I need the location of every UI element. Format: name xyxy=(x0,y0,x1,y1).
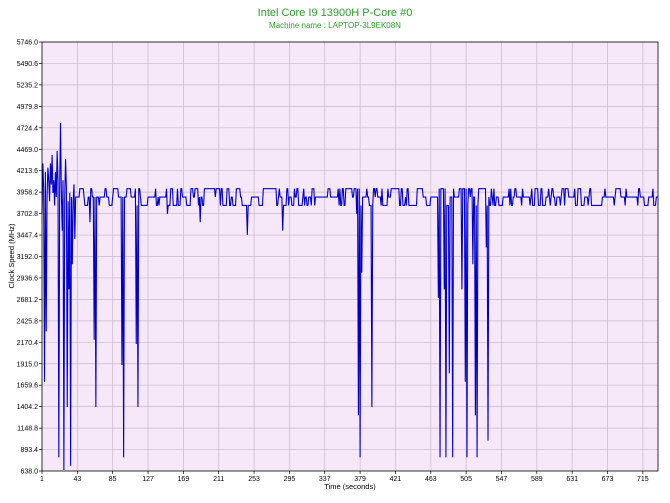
x-tick-label: 127 xyxy=(142,476,154,483)
y-axis-label: Clock Speed (MHz) xyxy=(7,223,16,289)
y-tick-label: 1659.6 xyxy=(17,383,39,390)
x-axis-ticks: 1 43 85 127 169 211 253 295 337 379 421 463 505 547 58… xyxy=(40,471,649,483)
y-tick-label: 3447.4 xyxy=(17,233,39,240)
y-tick-label: 2936.6 xyxy=(17,275,39,282)
x-tick-label: 715 xyxy=(637,476,649,483)
x-tick-label: 169 xyxy=(178,476,190,483)
y-tick-label: 1915.0 xyxy=(17,361,39,368)
y-tick-label: 5490.6 xyxy=(17,61,39,68)
x-tick-label: 337 xyxy=(319,476,331,483)
y-tick-label: 1148.8 xyxy=(17,426,38,433)
series-line xyxy=(41,123,658,470)
x-tick-label: 85 xyxy=(109,476,117,483)
y-axis-ticks: 638.0 893.4 1148.8 1404.2 1659.6 1915.0 2170.4… xyxy=(17,40,42,476)
plot-border xyxy=(41,41,659,472)
x-tick-label: 421 xyxy=(390,476,402,483)
x-tick-label: 673 xyxy=(602,476,614,483)
chart-subtitle: Machine name : LAPTOP-3L9EK08N xyxy=(269,21,401,30)
y-tick-label: 4979.8 xyxy=(17,104,39,111)
y-tick-label: 1404.2 xyxy=(17,404,39,411)
x-tick-label: 253 xyxy=(248,476,260,483)
x-tick-label: 379 xyxy=(354,476,366,483)
y-tick-label: 2681.2 xyxy=(17,297,39,304)
y-tick-label: 3958.2 xyxy=(17,190,39,197)
y-tick-label: 4469.0 xyxy=(17,147,39,154)
chart-title: Intel Core I9 13900H P-Core #0 xyxy=(258,7,413,19)
x-tick-label: 463 xyxy=(425,476,437,483)
series-clock-speed xyxy=(41,123,658,470)
x-tick-label: 589 xyxy=(531,476,543,483)
y-tick-label: 893.4 xyxy=(20,447,38,454)
x-tick-label: 295 xyxy=(284,476,296,483)
x-tick-label: 43 xyxy=(73,476,81,483)
x-tick-label: 547 xyxy=(496,476,508,483)
x-tick-label: 505 xyxy=(460,476,472,483)
x-tick-label: 631 xyxy=(566,476,578,483)
x-tick-label: 211 xyxy=(213,476,224,483)
y-tick-label: 3702.8 xyxy=(17,211,39,218)
y-tick-label: 4213.6 xyxy=(17,168,39,175)
x-axis-label: Time (seconds) xyxy=(324,482,376,491)
y-tick-label: 5235.2 xyxy=(17,82,39,89)
y-tick-label: 5746.0 xyxy=(17,40,39,47)
y-tick-label: 638.0 xyxy=(20,469,38,476)
y-tick-label: 4724.4 xyxy=(17,125,39,132)
y-tick-label: 2425.8 xyxy=(17,318,39,325)
y-tick-label: 3192.0 xyxy=(17,254,39,261)
y-tick-label: 2170.4 xyxy=(17,340,39,347)
grid-lines xyxy=(42,42,658,471)
x-tick-label: 1 xyxy=(40,476,44,483)
